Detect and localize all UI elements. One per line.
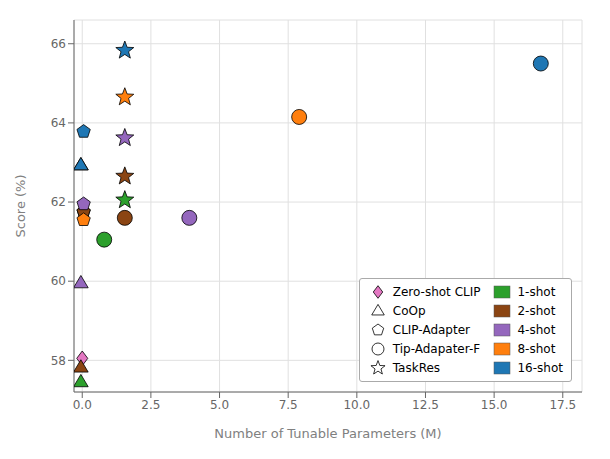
svg-text:17.5: 17.5 bbox=[549, 398, 576, 412]
html-text:8-shot: 8-shot bbox=[517, 342, 556, 356]
svg-text:60: 60 bbox=[51, 274, 66, 288]
svg-text:66: 66 bbox=[51, 37, 66, 51]
svg-text:64: 64 bbox=[51, 116, 66, 130]
svg-text:2.5: 2.5 bbox=[141, 398, 160, 412]
svg-text:Number of Tunable Parameters (: Number of Tunable Parameters (M) bbox=[214, 426, 441, 441]
html-text:1-shot: 1-shot bbox=[517, 285, 556, 299]
svg-text:58: 58 bbox=[51, 354, 66, 368]
svg-text:Score (%): Score (%) bbox=[13, 174, 28, 237]
html-text:4-shot: 4-shot bbox=[517, 323, 556, 337]
html-text:Tip-Adapater-F: Tip-Adapater-F bbox=[392, 342, 481, 356]
html-text:16-shot: 16-shot bbox=[517, 361, 563, 375]
svg-text:5.0: 5.0 bbox=[210, 398, 229, 412]
svg-text:15.0: 15.0 bbox=[481, 398, 508, 412]
svg-text:7.5: 7.5 bbox=[279, 398, 298, 412]
svg-text:62: 62 bbox=[51, 195, 66, 209]
svg-text:12.5: 12.5 bbox=[412, 398, 439, 412]
html-text:Zero-shot CLIP: Zero-shot CLIP bbox=[392, 285, 481, 299]
html-text:TaskRes: TaskRes bbox=[392, 361, 441, 375]
svg-text:0.0: 0.0 bbox=[73, 398, 92, 412]
html-text:CoOp: CoOp bbox=[392, 304, 426, 318]
svg-text:10.0: 10.0 bbox=[343, 398, 370, 412]
html-text:CLIP-Adapter: CLIP-Adapter bbox=[392, 323, 470, 337]
html-text:2-shot: 2-shot bbox=[517, 304, 556, 318]
